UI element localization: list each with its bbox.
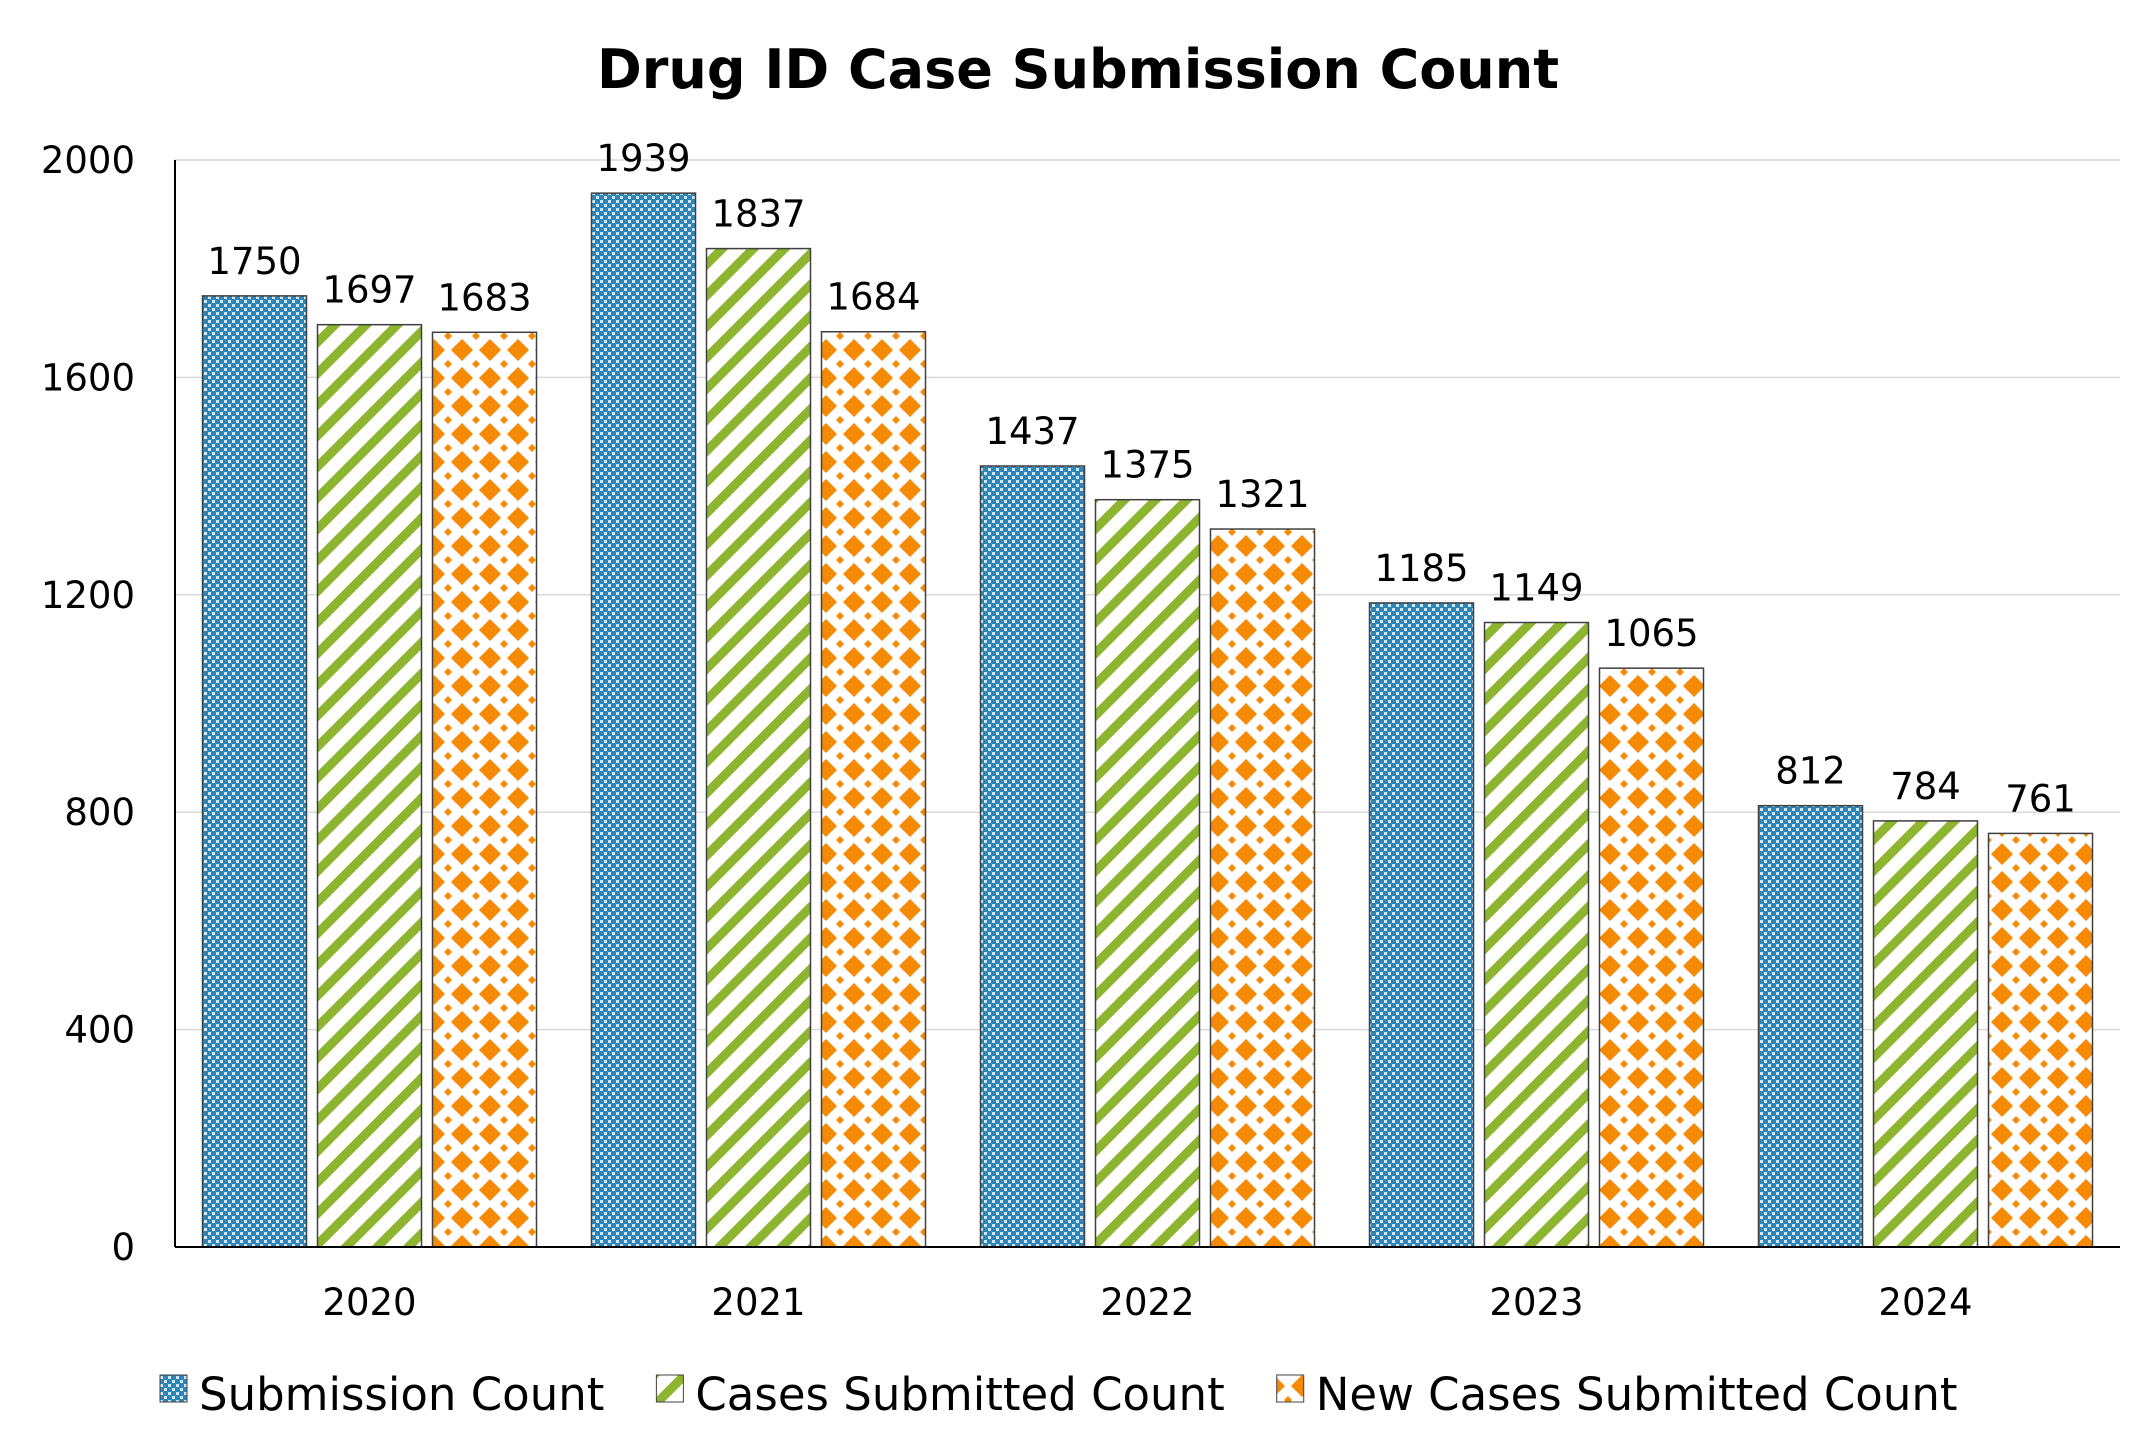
x-tick-label: 2023 xyxy=(1489,1281,1583,1324)
bar-2023-series-3 xyxy=(1598,667,1705,1248)
data-label: 1684 xyxy=(826,276,920,319)
bar-2021-series-1 xyxy=(590,192,697,1248)
data-label: 1837 xyxy=(711,193,805,236)
legend: Submission Count Cases Submitted Count New… xyxy=(159,1368,1958,1421)
data-label: 1939 xyxy=(596,137,690,180)
legend-item-1: Submission Count xyxy=(159,1368,604,1421)
legend-swatch xyxy=(1276,1374,1305,1403)
bar-2024-series-2 xyxy=(1872,820,1979,1248)
data-label: 1065 xyxy=(1604,612,1698,655)
y-tick-label: 1600 xyxy=(41,356,135,399)
bar-2021-series-3 xyxy=(820,330,927,1248)
y-tick-label: 800 xyxy=(64,791,135,834)
legend-label: New Cases Submitted Count xyxy=(1316,1368,1958,1421)
bar-2024-series-1 xyxy=(1757,804,1864,1248)
data-labels: 1750 1697 1683 1939 1837 1684 1437 1375 1321 1185… xyxy=(207,137,2075,820)
data-label: 1697 xyxy=(322,269,416,312)
chart-title: Drug ID Case Submission Count xyxy=(597,38,1559,101)
y-tick-label: 2000 xyxy=(41,139,135,182)
y-tick-label: 0 xyxy=(111,1226,135,1269)
data-label: 1375 xyxy=(1100,444,1194,487)
legend-item-2: Cases Submitted Count xyxy=(655,1368,1225,1421)
data-label: 812 xyxy=(1775,750,1846,793)
y-tick-label: 1200 xyxy=(41,574,135,617)
data-label: 784 xyxy=(1890,765,1961,808)
bar-2020-series-2 xyxy=(316,323,423,1248)
data-label: 1750 xyxy=(207,240,301,283)
axes: 0 400 800 1200 1600 2000 2020 2021 2022 2023 2024 xyxy=(41,139,2120,1324)
legend-item-3: New Cases Submitted Count xyxy=(1276,1368,1958,1421)
legend-label: Cases Submitted Count xyxy=(695,1368,1224,1421)
x-tick-label: 2024 xyxy=(1878,1281,1972,1324)
bar-2022-series-2 xyxy=(1094,498,1201,1248)
x-tick-label: 2022 xyxy=(1100,1281,1194,1324)
data-label: 1683 xyxy=(437,276,531,319)
bar-2024-series-3 xyxy=(1987,832,2094,1248)
legend-label: Submission Count xyxy=(199,1368,604,1421)
x-tick-label: 2021 xyxy=(711,1281,805,1324)
data-label: 1321 xyxy=(1215,473,1309,516)
bar-2021-series-2 xyxy=(705,247,812,1248)
data-label: 761 xyxy=(2005,777,2076,820)
bar-2022-series-1 xyxy=(979,465,1086,1248)
data-label: 1185 xyxy=(1374,547,1468,590)
bar-2022-series-3 xyxy=(1209,528,1316,1248)
data-label: 1149 xyxy=(1489,567,1583,610)
y-tick-label: 400 xyxy=(64,1009,135,1052)
bar-2020-series-3 xyxy=(431,331,538,1248)
bar-2023-series-1 xyxy=(1368,602,1475,1248)
bar-2020-series-1 xyxy=(201,295,308,1248)
bar-2023-series-2 xyxy=(1483,621,1590,1248)
legend-swatch xyxy=(655,1374,684,1403)
bars xyxy=(201,192,2094,1248)
x-tick-label: 2020 xyxy=(322,1281,416,1324)
data-label: 1437 xyxy=(985,410,1079,453)
legend-swatch xyxy=(159,1374,188,1403)
